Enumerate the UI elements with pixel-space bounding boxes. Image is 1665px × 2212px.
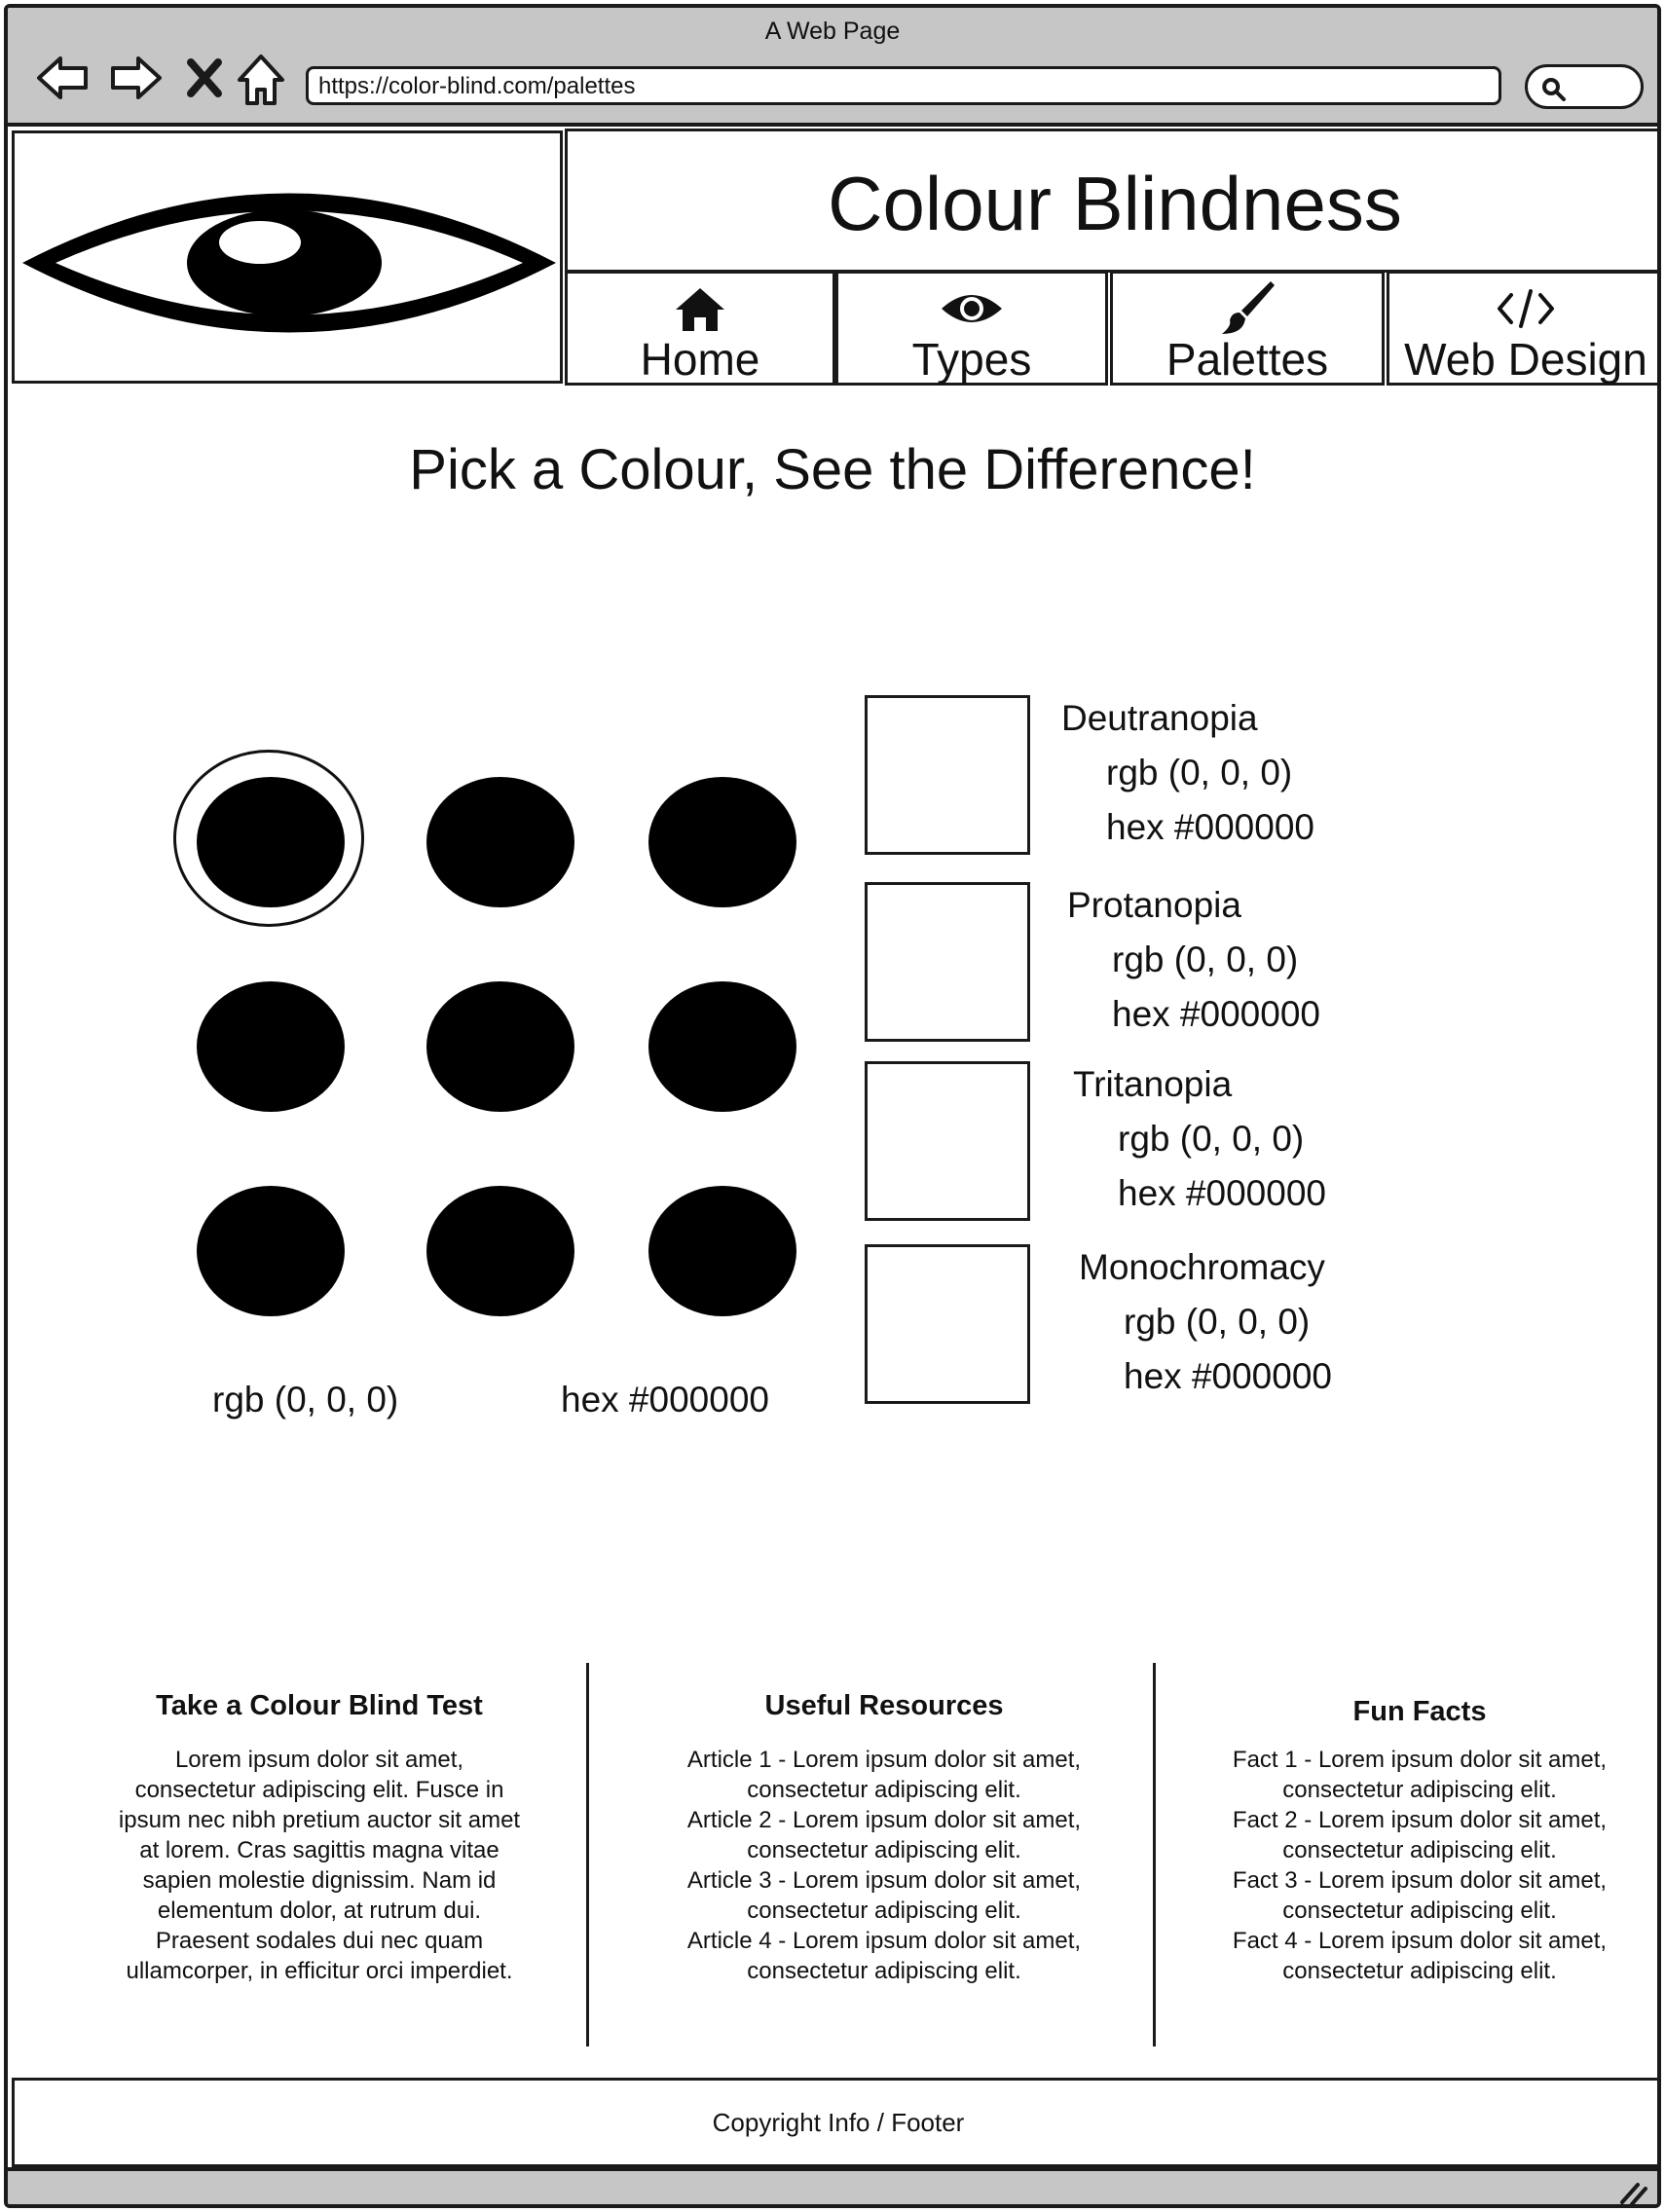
resize-grip-icon[interactable] [1616,2179,1647,2206]
article-link[interactable]: Article 4 - Lorem ipsum dolor sit amet, [686,1928,1082,1954]
protanopia-preview [865,882,1030,1042]
simulation-name: Deutranopia [1061,698,1258,738]
simulation-hex: hex #000000 [1124,1356,1332,1396]
nav-tab-palettes[interactable]: Palettes [1110,271,1385,386]
nav-tab-label: Home [640,334,760,385]
forward-arrow-icon[interactable] [109,53,164,103]
home-icon [676,288,724,331]
simulation-hex: hex #000000 [1106,807,1314,847]
search-field[interactable] [1525,64,1644,109]
code-icon [1498,289,1554,328]
colour-blind-test-section: Take a Colour Blind Test Lorem ipsum dol… [47,1688,592,1986]
nav-tab-label: Types [911,334,1032,385]
colour-swatch-4[interactable] [197,981,345,1112]
window-title: A Web Page [764,18,901,45]
simulation-rgb: rgb (0, 0, 0) [1118,1119,1305,1159]
nav-tab-home[interactable]: Home [565,271,835,386]
page-footer: Copyright Info / Footer [12,2078,1657,2167]
section-heading[interactable]: Take a Colour Blind Test [156,1690,483,1721]
site-title: Colour Blindness [828,161,1402,246]
browser-status-bar [8,2167,1657,2206]
nav-tab-label: Web Design [1404,334,1647,385]
eye-icon [942,295,1002,322]
useful-resources-section: Useful Resources Article 1 - Lorem ipsum… [611,1688,1157,1986]
section-heading: Fun Facts [1352,1696,1487,1727]
section-body: Article 1 - Lorem ipsum dolor sit amet, … [686,1747,1082,1984]
section-body: Lorem ipsum dolor sit amet, consectetur … [118,1747,521,1984]
eye-logo-icon [22,193,556,333]
fun-facts-section: Fun Facts Fact 1 - Lorem ipsum dolor sit… [1176,1694,1657,1986]
colour-swatch-3[interactable] [648,777,796,907]
nav-tab-types[interactable]: Types [835,271,1108,386]
search-icon [1542,78,1566,101]
simulation-hex: hex #000000 [1118,1173,1326,1213]
deutranopia-preview [865,695,1030,855]
browser-window: A Web Page https://color-blind.com/palet… [4,4,1661,2208]
site-logo[interactable] [12,130,563,384]
site-title-banner: Colour Blindness [565,129,1657,273]
section-heading: Useful Resources [764,1690,1004,1721]
colour-swatch-7[interactable] [197,1186,345,1316]
footer-text: Copyright Info / Footer [712,2108,965,2137]
tritanopia-preview [865,1061,1030,1221]
section-body: Fact 1 - Lorem ipsum dolor sit amet, con… [1232,1747,1608,1984]
simulation-name: Tritanopia [1073,1064,1233,1104]
simulation-rgb: rgb (0, 0, 0) [1106,753,1293,793]
paintbrush-icon [1222,281,1275,334]
simulation-name: Monochromacy [1079,1247,1325,1287]
selected-hex-value: hex #000000 [561,1380,769,1419]
colour-swatch-9[interactable] [648,1186,796,1316]
page-heading: Pick a Colour, See the Difference! [409,438,1256,501]
url-input[interactable]: https://color-blind.com/palettes [306,66,1501,105]
simulation-name: Protanopia [1067,885,1241,925]
back-arrow-icon[interactable] [35,53,90,103]
colour-swatch-6[interactable] [648,981,796,1112]
colour-swatch-8[interactable] [426,1186,574,1316]
article-link[interactable]: Article 1 - Lorem ipsum dolor sit amet, [686,1747,1082,1773]
simulation-hex: hex #000000 [1112,994,1320,1034]
selected-colour-ring [173,750,364,927]
nav-tab-web-design[interactable]: Web Design [1387,271,1657,386]
colour-swatch-5[interactable] [426,981,574,1112]
simulation-rgb: rgb (0, 0, 0) [1124,1302,1311,1342]
browser-toolbar: A Web Page https://color-blind.com/palet… [8,8,1657,127]
close-x-icon[interactable] [185,56,224,99]
column-divider [586,1663,589,2046]
selected-rgb-value: rgb (0, 0, 0) [212,1380,399,1419]
monochromacy-preview [865,1244,1030,1404]
article-link[interactable]: Article 3 - Lorem ipsum dolor sit amet, [686,1867,1082,1894]
colour-swatch-2[interactable] [426,777,574,907]
nav-tab-label: Palettes [1166,334,1329,385]
home-nav-icon[interactable] [236,53,286,107]
simulation-rgb: rgb (0, 0, 0) [1112,940,1299,979]
article-link[interactable]: Article 2 - Lorem ipsum dolor sit amet, [686,1807,1082,1833]
column-divider [1153,1663,1156,2046]
colour-swatch-1[interactable] [197,777,345,907]
